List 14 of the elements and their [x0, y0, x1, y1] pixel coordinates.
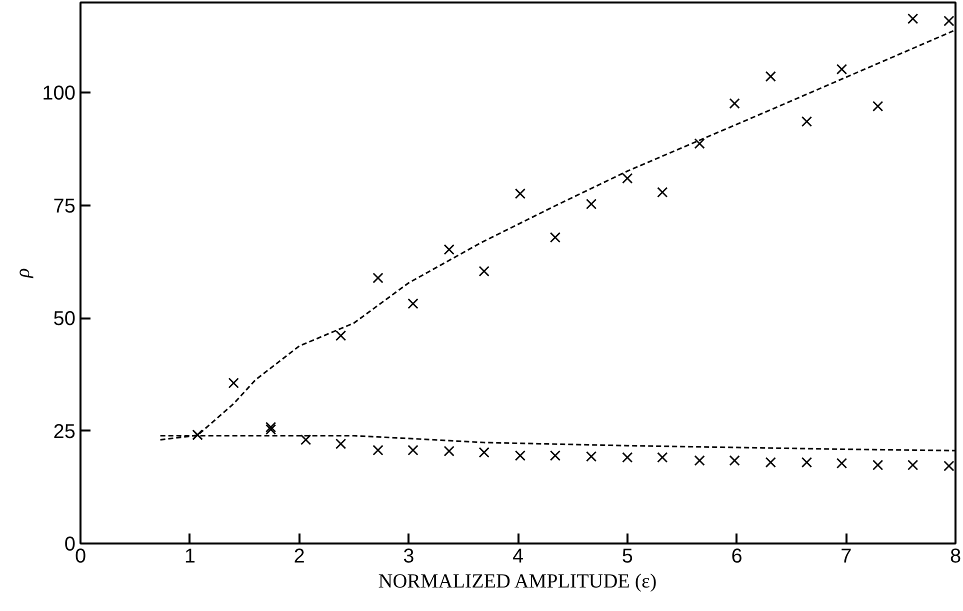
x-tick-label: 4 — [512, 546, 524, 568]
x-axis-title: NORMALIZED AMPLITUDE (ε) — [378, 570, 657, 592]
y-axis-title: ρ — [12, 268, 34, 279]
y-tick-label: 75 — [53, 195, 76, 218]
x-tick-label: 3 — [403, 546, 414, 568]
x-tick-label: 7 — [840, 546, 852, 568]
x-tick-label: 1 — [184, 546, 196, 568]
x-tick-label: 6 — [731, 546, 742, 568]
y-tick-label: 50 — [53, 308, 76, 330]
x-tick-label: 2 — [294, 546, 305, 568]
y-tick-label: 100 — [42, 82, 76, 105]
x-tick-label: 8 — [950, 546, 962, 568]
x-tick-label: 5 — [622, 546, 633, 568]
y-tick-label: 25 — [53, 420, 76, 443]
